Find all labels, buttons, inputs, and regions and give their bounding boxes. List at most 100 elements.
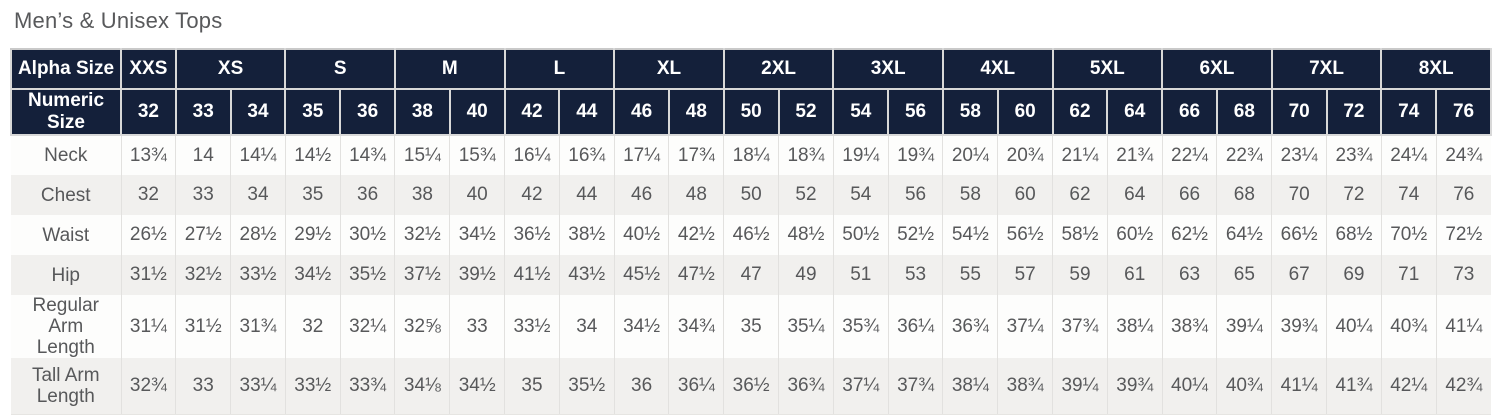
- alpha-group-8xl: 8XL: [1380, 48, 1492, 90]
- numeric-size-cell: 38: [393, 88, 451, 136]
- size-value-cell: 61: [1106, 255, 1163, 295]
- size-value-cell: 16¼: [504, 135, 560, 175]
- alpha-group-6xl: 6XL: [1161, 48, 1273, 90]
- numeric-size-cell: 58: [941, 88, 999, 136]
- size-value-cell: 74: [1380, 175, 1437, 215]
- page-title: Men’s & Unisex Tops: [14, 8, 223, 33]
- size-value-cell: 64½: [1216, 215, 1272, 255]
- size-value-cell: 31¼: [120, 295, 176, 358]
- size-value-cell: 21¼: [1052, 135, 1108, 175]
- size-value-cell: 36½: [723, 358, 779, 415]
- size-value-cell: 36: [339, 175, 395, 215]
- size-value-cell: 31½: [120, 255, 176, 295]
- size-value-cell: 34½: [613, 295, 669, 358]
- size-value-cell: 13¾: [120, 135, 176, 175]
- size-value-cell: 70: [1271, 175, 1327, 215]
- size-value-cell: 18¼: [723, 135, 779, 175]
- size-value-cell: 14¼: [230, 135, 286, 175]
- size-value-cell: 50: [723, 175, 779, 215]
- size-value-cell: 40½: [613, 215, 669, 255]
- size-value-cell: 37¼: [997, 295, 1053, 358]
- size-value-cell: 37¾: [1052, 295, 1108, 358]
- row-label: Hip: [11, 255, 121, 295]
- size-value-cell: 41¼: [1271, 358, 1327, 415]
- numeric-size-cell: 33: [174, 88, 232, 136]
- size-value-cell: 64: [1106, 175, 1163, 215]
- size-value-cell: 20¾: [997, 135, 1053, 175]
- size-value-cell: 38¼: [1106, 295, 1163, 358]
- size-value-cell: 65: [1216, 255, 1272, 295]
- size-value-cell: 48: [668, 175, 724, 215]
- numeric-size-cell: 56: [887, 88, 944, 136]
- size-value-cell: 20¼: [942, 135, 998, 175]
- size-value-cell: 32: [284, 295, 341, 358]
- size-value-cell: 43½: [558, 255, 615, 295]
- size-value-cell: 18¾: [778, 135, 834, 175]
- size-value-cell: 39½: [449, 255, 505, 295]
- size-value-cell: 68: [1216, 175, 1272, 215]
- table-header: Alpha Size XXS XS S M L XL 2XL 3XL 4XL 5XL 6XL 7XL 8X…: [10, 48, 1492, 136]
- numeric-size-cell: 44: [558, 88, 616, 136]
- measurement-row-chest: Chest 32 33 34 35 36 38 40 42 44 46 48 50 52 54 56 58 60 6…: [11, 175, 1491, 215]
- size-value-cell: 72½: [1435, 215, 1491, 255]
- size-value-cell: 21¾: [1106, 135, 1163, 175]
- numeric-size-cell: 52: [777, 88, 835, 136]
- alpha-group-m: M: [393, 48, 506, 90]
- size-value-cell: 45½: [613, 255, 669, 295]
- size-value-cell: 19¾: [887, 135, 943, 175]
- numeric-size-cell: 64: [1106, 88, 1164, 136]
- size-value-cell: 44: [558, 175, 615, 215]
- size-value-cell: 31½: [175, 295, 231, 358]
- size-value-cell: 63: [1161, 255, 1217, 295]
- size-value-cell: 17¾: [668, 135, 724, 175]
- numeric-size-label: Numeric Size: [10, 88, 122, 136]
- size-value-cell: 41¾: [1326, 358, 1382, 415]
- size-value-cell: 34: [230, 175, 286, 215]
- table-body: Neck 13¾ 14 14¼ 14½ 14¾ 15¼ 15¾ 16¼ 16¾ 17¼ 17¾ 18¼ 1…: [11, 135, 1491, 415]
- size-value-cell: 33½: [230, 255, 286, 295]
- size-value-cell: 28½: [230, 215, 286, 255]
- size-value-cell: 14: [175, 135, 231, 175]
- size-value-cell: 35½: [339, 255, 395, 295]
- size-value-cell: 23¾: [1326, 135, 1382, 175]
- size-value-cell: 47½: [668, 255, 724, 295]
- size-value-cell: 19¼: [832, 135, 889, 175]
- size-value-cell: 33½: [284, 358, 341, 415]
- size-value-cell: 27½: [175, 215, 231, 255]
- size-value-cell: 38½: [558, 215, 615, 255]
- size-value-cell: 33¾: [339, 358, 395, 415]
- numeric-size-cell: 40: [448, 88, 506, 136]
- numeric-size-cell: 42: [503, 88, 561, 136]
- alpha-group-7xl: 7XL: [1270, 48, 1383, 90]
- size-value-cell: 33½: [504, 295, 560, 358]
- size-value-cell: 40¼: [1161, 358, 1217, 415]
- size-value-cell: 35: [723, 295, 779, 358]
- size-value-cell: 40¾: [1216, 358, 1272, 415]
- size-value-cell: 14½: [284, 135, 341, 175]
- size-value-cell: 58½: [1052, 215, 1108, 255]
- size-value-cell: 35¼: [778, 295, 834, 358]
- size-value-cell: 47: [723, 255, 779, 295]
- numeric-size-cell: 66: [1161, 88, 1218, 136]
- numeric-size-cell: 70: [1270, 88, 1328, 136]
- size-value-cell: 56: [887, 175, 943, 215]
- size-value-cell: 32⅝: [394, 295, 450, 358]
- size-value-cell: 67: [1271, 255, 1327, 295]
- size-value-cell: 23¼: [1271, 135, 1327, 175]
- size-value-cell: 37½: [394, 255, 450, 295]
- size-value-cell: 42½: [668, 215, 724, 255]
- size-value-cell: 33: [175, 175, 231, 215]
- alpha-size-label: Alpha Size: [10, 48, 122, 90]
- numeric-size-cell: 48: [667, 88, 725, 136]
- numeric-size-cell: 60: [996, 88, 1054, 136]
- size-value-cell: 41½: [504, 255, 560, 295]
- size-value-cell: 36½: [504, 215, 560, 255]
- size-value-cell: 35: [284, 175, 341, 215]
- size-value-cell: 33¼: [230, 358, 286, 415]
- numeric-size-cell: 50: [722, 88, 780, 136]
- size-value-cell: 22¾: [1216, 135, 1272, 175]
- size-value-cell: 36¾: [942, 295, 998, 358]
- size-value-cell: 52: [778, 175, 834, 215]
- numeric-size-cell: 68: [1215, 88, 1273, 136]
- size-value-cell: 48½: [778, 215, 834, 255]
